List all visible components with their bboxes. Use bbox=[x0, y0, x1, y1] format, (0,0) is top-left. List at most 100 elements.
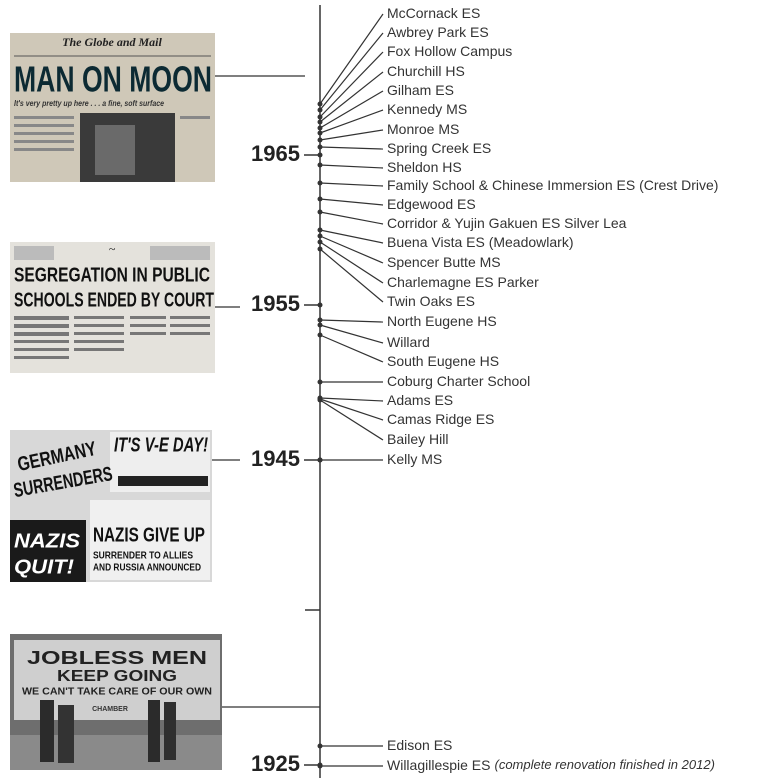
school-name: Gilham ES bbox=[387, 82, 454, 98]
school-name: Monroe MS bbox=[387, 121, 459, 137]
school-name: Churchill HS bbox=[387, 63, 465, 79]
school-dot bbox=[318, 120, 323, 125]
headline: SURRENDER TO ALLIES bbox=[93, 551, 193, 562]
school-link bbox=[320, 147, 383, 149]
school-link bbox=[320, 400, 383, 440]
headline: CHAMBER bbox=[92, 706, 128, 713]
school-name: Buena Vista ES (Meadowlark) bbox=[387, 234, 574, 250]
school-label: Edgewood ES bbox=[387, 196, 476, 212]
headline: NAZIS bbox=[14, 530, 81, 552]
school-link bbox=[320, 33, 383, 110]
school-link bbox=[320, 14, 383, 104]
school-link bbox=[320, 398, 383, 401]
headline: IT'S V-E DAY! bbox=[114, 434, 208, 456]
school-link bbox=[320, 199, 383, 205]
school-link bbox=[320, 242, 383, 283]
school-name: Spring Creek ES bbox=[387, 140, 491, 156]
school-link bbox=[320, 130, 383, 140]
school-name: Kennedy MS bbox=[387, 101, 467, 117]
newspaper-segregation: ~ SEGREGATION IN PUBLIC SCHOOLS ENDED BY… bbox=[10, 242, 215, 373]
school-label: Fox Hollow Campus bbox=[387, 43, 512, 59]
school-link bbox=[320, 325, 383, 343]
school-label: Camas Ridge ES bbox=[387, 411, 494, 427]
school-label: Edison ES bbox=[387, 737, 452, 753]
school-dot bbox=[318, 764, 323, 769]
headline: KEEP GOING bbox=[57, 668, 177, 685]
school-name: Charlemagne ES Parker bbox=[387, 274, 539, 290]
school-dot bbox=[318, 131, 323, 136]
school-name: Camas Ridge ES bbox=[387, 411, 494, 427]
subhead: It's very pretty up here . . . a fine, s… bbox=[14, 99, 164, 108]
school-link bbox=[320, 230, 383, 243]
school-link bbox=[320, 110, 383, 133]
school-dot bbox=[318, 398, 323, 403]
newspaper-ve-day: GERMANY SURRENDERS IT'S V-E DAY! NAZIS G… bbox=[10, 430, 212, 582]
year-dot bbox=[318, 303, 323, 308]
school-label: Willagillespie ES (complete renovation fi… bbox=[387, 757, 715, 773]
school-link bbox=[320, 236, 383, 263]
school-dot bbox=[318, 744, 323, 749]
school-label: Corridor & Yujin Gakuen ES Silver Lea bbox=[387, 215, 627, 231]
school-link bbox=[320, 249, 383, 302]
school-dot bbox=[318, 240, 323, 245]
masthead: The Globe and Mail bbox=[62, 35, 162, 49]
school-label: Monroe MS bbox=[387, 121, 459, 137]
year-label: 1925 bbox=[251, 751, 300, 776]
school-name: Edgewood ES bbox=[387, 196, 476, 212]
school-label: North Eugene HS bbox=[387, 313, 497, 329]
school-label: Sheldon HS bbox=[387, 159, 462, 175]
school-dot bbox=[318, 145, 323, 150]
school-dot bbox=[318, 138, 323, 143]
school-name: Kelly MS bbox=[387, 451, 442, 467]
school-dot bbox=[318, 181, 323, 186]
school-name: Coburg Charter School bbox=[387, 373, 530, 389]
school-link bbox=[320, 212, 383, 224]
school-link bbox=[320, 399, 383, 420]
school-dot bbox=[318, 323, 323, 328]
school-label: Coburg Charter School bbox=[387, 373, 530, 389]
school-link bbox=[320, 320, 383, 322]
year-dot bbox=[318, 153, 323, 158]
year-label: 1945 bbox=[251, 446, 300, 471]
school-name: Willagillespie ES bbox=[387, 757, 490, 773]
school-link bbox=[320, 165, 383, 168]
headline: WE CAN'T TAKE CARE OF OUR OWN bbox=[22, 687, 212, 698]
school-label: Kennedy MS bbox=[387, 101, 467, 117]
school-dot bbox=[318, 234, 323, 239]
school-label: Gilham ES bbox=[387, 82, 454, 98]
school-dot bbox=[318, 108, 323, 113]
school-name: Family School & Chinese Immersion ES (Cr… bbox=[387, 177, 718, 193]
school-name: Willard bbox=[387, 334, 430, 350]
school-dot bbox=[318, 102, 323, 107]
school-link bbox=[320, 183, 383, 186]
school-name: Bailey Hill bbox=[387, 431, 448, 447]
school-name: North Eugene HS bbox=[387, 313, 497, 329]
school-name: McCornack ES bbox=[387, 5, 480, 21]
year-label: 1965 bbox=[251, 141, 300, 166]
photo-jobless-men: JOBLESS MEN KEEP GOING WE CAN'T TAKE CAR… bbox=[10, 634, 222, 770]
school-dot bbox=[318, 380, 323, 385]
school-label: Family School & Chinese Immersion ES (Cr… bbox=[387, 177, 718, 193]
timeline-diagram: The Globe and Mail MAN ON MOON It's very… bbox=[0, 0, 783, 778]
school-name: Corridor & Yujin Gakuen ES Silver Lea bbox=[387, 215, 627, 231]
school-label: Spencer Butte MS bbox=[387, 254, 501, 270]
school-link bbox=[320, 335, 383, 362]
headline: JOBLESS MEN bbox=[27, 648, 207, 668]
school-note: (complete renovation finished in 2012) bbox=[494, 757, 714, 772]
school-label: Kelly MS bbox=[387, 451, 442, 467]
headline: QUIT! bbox=[14, 556, 74, 578]
school-name: Spencer Butte MS bbox=[387, 254, 501, 270]
school-name: Edison ES bbox=[387, 737, 452, 753]
year-label: 1955 bbox=[251, 291, 300, 316]
school-label: South Eugene HS bbox=[387, 353, 499, 369]
school-label: Adams ES bbox=[387, 392, 453, 408]
school-label: Awbrey Park ES bbox=[387, 24, 489, 40]
school-name: Twin Oaks ES bbox=[387, 293, 475, 309]
school-dot bbox=[318, 126, 323, 131]
school-dot bbox=[318, 210, 323, 215]
school-dot bbox=[318, 318, 323, 323]
headline: MAN ON MOON bbox=[14, 59, 212, 100]
school-dot bbox=[318, 228, 323, 233]
school-dot bbox=[318, 247, 323, 252]
school-dot bbox=[318, 333, 323, 338]
